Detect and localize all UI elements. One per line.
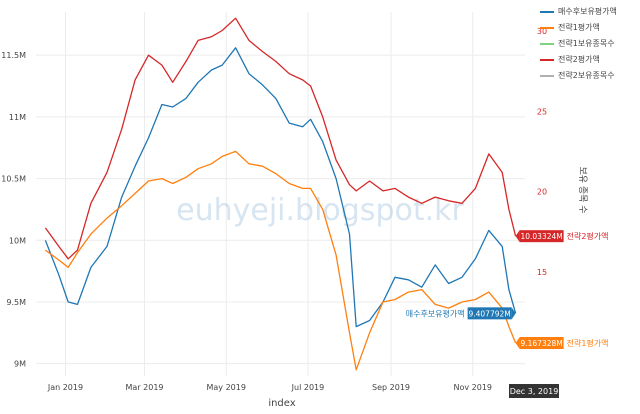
hover-pointer: [511, 307, 516, 320]
legend-item[interactable]: 전략1평가액: [540, 20, 617, 36]
y2-tick-label: 25: [537, 107, 547, 116]
y2-tick-label: 20: [537, 188, 547, 197]
hover-label: 9.167328M 전략1평가액: [515, 337, 609, 350]
y-tick-label: 10.5M: [1, 175, 26, 184]
y-axis-ticks: 9M 9.5M 10M 10.5M 11M 11.5M: [1, 51, 26, 368]
gridlines: [36, 12, 525, 376]
hover-x-badge: Dec 3, 2019: [509, 384, 559, 398]
y-tick-label: 11.5M: [1, 51, 26, 60]
x-tick-label: Sep 2019: [372, 383, 410, 392]
hover-pointer: [515, 337, 520, 350]
hover-box: [467, 307, 512, 320]
x-axis-label: index: [268, 398, 295, 409]
y-tick-label: 11M: [9, 113, 26, 122]
hover-series-name: 매수후보유평가액: [406, 308, 465, 318]
series-line: [44, 17, 517, 260]
legend-label: 전략2평가액: [558, 55, 600, 64]
y-tick-label: 9M: [14, 360, 26, 369]
legend-swatch: [540, 11, 554, 13]
hover-series-name: 전략2평가액: [567, 231, 609, 241]
hover-value: 10.03324M: [520, 232, 562, 241]
legend-label: 전략1보유종목수: [558, 39, 615, 48]
hover-box: [519, 230, 564, 243]
legend-label: 전략1평가액: [558, 23, 600, 32]
series-line: [44, 47, 517, 328]
y-tick-label: 10M: [9, 236, 26, 245]
hover-value: 9.167328M: [520, 339, 562, 348]
x-tick-label: Jul 2019: [291, 383, 325, 392]
y2-tick-label: 15: [537, 268, 547, 277]
legend-item[interactable]: 전략2보유종목수: [540, 68, 617, 84]
series-line: [45, 150, 517, 371]
watermark-text: euhyeji.blogspot.kr: [176, 193, 464, 228]
legend-swatch: [540, 59, 554, 61]
x-tick-label: Jan 2019: [47, 383, 83, 392]
y2-axis-ticks: 15 20 25 30: [537, 27, 547, 277]
x-tick-label: May 2019: [207, 383, 246, 392]
legend-label: 전략2보유종목수: [558, 71, 615, 80]
series-lines: [44, 17, 517, 371]
x-tick-label: Nov 2019: [453, 383, 492, 392]
legend-item[interactable]: 전략1보유종목수: [540, 36, 617, 52]
x-axis-ticks: Jan 2019 Mar 2019 May 2019 Jul 2019 Sep 2019…: [47, 383, 492, 392]
hover-series-name: 전략1평가액: [567, 338, 609, 348]
legend-item[interactable]: 매수후보유평가액: [540, 4, 617, 20]
x-tick-label: Mar 2019: [126, 383, 164, 392]
hover-label: 10.03324M 전략2평가액: [515, 230, 609, 243]
y-tick-label: 9.5M: [6, 298, 26, 307]
y2-tick-label: 30: [537, 27, 547, 36]
legend-label: 매수후보유평가액: [558, 7, 617, 16]
legend-swatch: [540, 75, 554, 77]
hover-value: 9.407792M: [468, 309, 510, 318]
legend-item[interactable]: 전략2평가액: [540, 52, 617, 68]
hover-pointer: [515, 230, 520, 243]
y2-axis-label: 보유 종목 수: [577, 166, 588, 213]
hover-x-label: Dec 3, 2019: [510, 387, 559, 396]
hover-box: [519, 337, 564, 350]
legend-swatch: [540, 27, 554, 29]
legend-swatch: [540, 43, 554, 45]
